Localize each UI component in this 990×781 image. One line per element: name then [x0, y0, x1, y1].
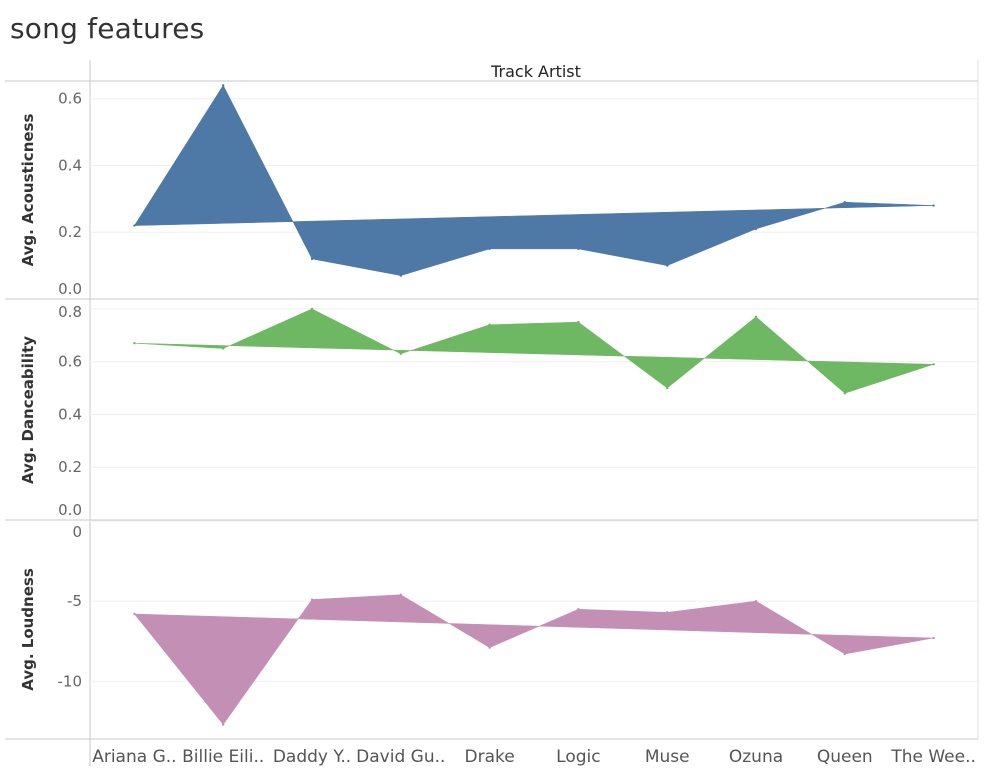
data-point [577, 320, 580, 324]
data-point [222, 723, 225, 726]
data-point [399, 352, 402, 355]
x-tick-label: Billie Eili.. [182, 747, 264, 767]
x-tick-label: The Wee.. [890, 747, 976, 767]
y-tick-label: -5 [67, 592, 82, 610]
y-tick-label: 0.8 [58, 303, 82, 321]
data-point [488, 646, 491, 649]
x-tick-label: David Gu.. [356, 747, 445, 767]
x-tick-label: Logic [556, 747, 600, 767]
data-point [310, 307, 314, 311]
y-axis-label: Avg. Acousticness [19, 114, 37, 267]
data-point [932, 204, 935, 207]
y-tick-label: 0.0 [58, 280, 82, 298]
area-2 [133, 594, 934, 726]
data-point [754, 315, 758, 319]
y-axis-label: Avg. Loudness [19, 568, 37, 691]
data-point [222, 347, 225, 350]
data-point [843, 652, 846, 656]
x-tick-label: Muse [645, 747, 690, 767]
y-tick-label: 0.6 [58, 90, 82, 108]
data-point [932, 363, 935, 366]
data-point [399, 274, 402, 277]
data-point [666, 386, 669, 390]
data-point [843, 200, 846, 204]
data-point [754, 599, 758, 603]
y-tick-label: 0.2 [58, 458, 82, 476]
data-point [222, 84, 225, 87]
data-point [666, 611, 669, 614]
y-tick-label: 0.0 [58, 501, 82, 519]
area-1 [134, 308, 934, 394]
page-title: song features [10, 12, 205, 45]
data-point [577, 247, 580, 251]
data-point [488, 323, 491, 326]
data-point [843, 392, 846, 395]
area-0 [133, 84, 934, 276]
data-point [754, 227, 758, 231]
data-point [133, 224, 136, 227]
data-point [488, 247, 491, 251]
x-tick-label: Drake [464, 747, 514, 767]
x-tick-label: Ariana G.. [92, 747, 176, 767]
data-point [932, 636, 935, 640]
data-point [133, 612, 136, 616]
y-tick-label: 0.6 [58, 353, 82, 371]
y-tick-label: -10 [58, 672, 83, 690]
data-point [310, 598, 314, 601]
y-axis-label: Avg. Danceability [19, 336, 37, 484]
column-header: Track Artist [490, 62, 581, 81]
data-point [666, 264, 669, 267]
data-point [399, 593, 402, 596]
data-point [310, 257, 314, 261]
y-tick-label: 0 [72, 523, 82, 541]
x-tick-label: Queen [817, 747, 873, 767]
data-point [133, 342, 136, 345]
y-tick-label: 0.4 [58, 156, 82, 174]
y-tick-label: 0.4 [58, 405, 82, 423]
x-tick-label: Ozuna [729, 747, 783, 767]
data-point [577, 607, 580, 611]
y-tick-label: 0.2 [58, 223, 82, 241]
x-tick-label: Daddy Y.. [273, 747, 351, 767]
